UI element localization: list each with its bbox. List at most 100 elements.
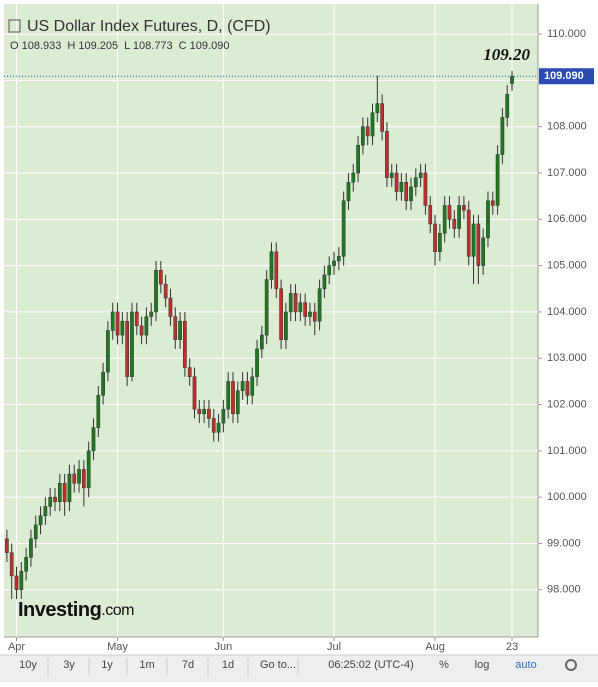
- range-button[interactable]: 3y: [63, 659, 75, 671]
- candle-body: [101, 371, 105, 396]
- candle-body: [409, 186, 413, 202]
- range-button[interactable]: Go to...: [260, 659, 296, 671]
- candle-body: [130, 311, 134, 378]
- candle-body: [438, 232, 442, 252]
- candle-body: [115, 311, 120, 336]
- y-tick-label: 107.000: [547, 167, 587, 179]
- candle-body: [380, 103, 384, 132]
- x-tick-label: Jul: [327, 641, 341, 653]
- logo-suffix: .com: [101, 602, 134, 619]
- candle-body: [500, 117, 505, 155]
- candle-body: [178, 320, 182, 340]
- candle-body: [322, 274, 327, 290]
- candle-body: [356, 144, 360, 174]
- candle-body: [462, 205, 466, 211]
- y-tick-label: 104.000: [547, 306, 587, 318]
- toolbar: [0, 655, 598, 682]
- candle-body: [202, 408, 206, 415]
- candle-body: [481, 237, 486, 266]
- candle-body: [235, 390, 240, 415]
- range-button[interactable]: 1y: [101, 659, 113, 671]
- candle-body: [14, 575, 19, 591]
- candle-body: [19, 570, 24, 591]
- clock: 06:25:02 (UTC-4): [328, 659, 414, 671]
- y-tick-label: 98.000: [547, 584, 581, 596]
- option-button[interactable]: auto: [515, 659, 536, 671]
- candle-body: [197, 408, 202, 415]
- candle-body: [231, 381, 235, 415]
- candle-body: [442, 205, 447, 234]
- candle-body: [423, 172, 428, 206]
- candle-body: [303, 302, 308, 317]
- candle-body: [120, 320, 125, 336]
- candle-body: [211, 418, 216, 433]
- range-button[interactable]: 10y: [19, 659, 37, 671]
- candle-body: [327, 265, 332, 276]
- last-price-label: 109.090: [544, 70, 584, 82]
- logo: Investing.com: [18, 599, 134, 621]
- candle-body: [370, 112, 375, 137]
- candle-body: [173, 316, 178, 340]
- candle-body: [433, 223, 437, 252]
- ohlc-value: C 109.090: [179, 40, 230, 52]
- candle-body: [250, 376, 255, 396]
- candle-body: [77, 469, 81, 484]
- candle-body: [452, 219, 457, 229]
- candle-body: [38, 515, 43, 526]
- series-icon: [8, 19, 21, 33]
- candle-body: [82, 469, 86, 489]
- candle-body: [260, 334, 264, 350]
- candle-body: [404, 182, 409, 202]
- candle-body: [428, 205, 433, 225]
- option-button[interactable]: log: [475, 659, 490, 671]
- candle-body: [495, 154, 500, 206]
- candle-body: [351, 172, 356, 183]
- candle-body: [187, 367, 192, 378]
- y-tick-label: 110.000: [547, 28, 586, 40]
- candle-body: [86, 450, 91, 489]
- candle-body: [317, 288, 322, 322]
- settings-icon[interactable]: [565, 659, 577, 671]
- candle-body: [447, 205, 452, 220]
- candle-body: [394, 172, 399, 192]
- ohlc-value: L 108.773: [124, 40, 173, 52]
- candle-body: [264, 279, 269, 336]
- candle-body: [216, 422, 221, 433]
- candle-body: [375, 103, 380, 114]
- y-tick-label: 101.000: [547, 445, 587, 457]
- x-tick-label: 23: [506, 641, 518, 653]
- candle-body: [183, 320, 187, 368]
- candle-body: [361, 126, 365, 146]
- range-button[interactable]: 1m: [139, 659, 154, 671]
- candle-body: [62, 483, 67, 503]
- ohlc-value: H 109.205: [67, 40, 118, 52]
- candle-body: [57, 483, 62, 503]
- candle-body: [163, 283, 168, 299]
- range-button[interactable]: 7d: [182, 659, 194, 671]
- candle-body: [385, 131, 389, 178]
- candle-body: [240, 381, 245, 391]
- last-price-tag: [539, 68, 594, 85]
- candle-body: [5, 538, 9, 553]
- candle-body: [308, 311, 312, 317]
- option-button[interactable]: %: [439, 659, 449, 671]
- y-tick-label: 102.000: [547, 398, 587, 410]
- logo-brand: Investing: [18, 599, 101, 621]
- chart-title: US Dollar Index Futures, D, (CFD): [27, 18, 271, 35]
- candle-body: [158, 270, 163, 285]
- candle-body: [279, 288, 283, 340]
- ohlc-value: O 108.933: [10, 40, 61, 52]
- candle-body: [48, 496, 53, 507]
- candle-body: [389, 172, 394, 178]
- x-tick-label: Apr: [8, 641, 25, 653]
- candle-body: [332, 260, 336, 266]
- y-tick-label: 105.000: [547, 260, 587, 272]
- plot-area: [4, 4, 538, 637]
- candle-body: [43, 506, 48, 516]
- candle-body: [486, 200, 490, 239]
- range-button[interactable]: 1d: [222, 659, 234, 671]
- candle-body: [418, 172, 423, 178]
- candle-body: [154, 270, 158, 313]
- candle-body: [399, 182, 404, 192]
- candle-body: [284, 311, 288, 340]
